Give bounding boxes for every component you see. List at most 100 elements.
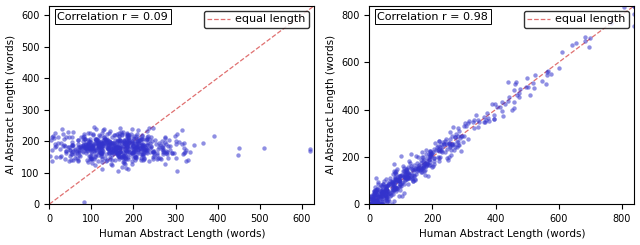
Point — [439, 142, 449, 146]
Point — [104, 143, 115, 147]
Point — [437, 146, 447, 149]
Point — [104, 151, 114, 155]
Point — [122, 145, 132, 149]
Point — [127, 141, 137, 145]
Point — [442, 156, 452, 160]
Point — [381, 195, 392, 198]
Point — [111, 149, 121, 153]
Point — [390, 177, 400, 181]
Point — [67, 150, 77, 154]
Point — [127, 162, 138, 166]
Point — [126, 132, 136, 136]
Point — [381, 188, 391, 192]
Point — [61, 149, 71, 153]
Point — [378, 182, 388, 186]
Point — [374, 194, 384, 198]
Point — [372, 202, 383, 206]
Point — [127, 140, 138, 144]
Point — [145, 147, 155, 150]
Point — [381, 196, 391, 200]
Point — [381, 194, 392, 198]
Point — [422, 160, 433, 164]
Point — [155, 156, 165, 160]
Point — [96, 151, 106, 155]
Point — [385, 194, 396, 198]
Point — [96, 146, 106, 149]
Point — [392, 178, 403, 182]
Point — [393, 178, 403, 182]
Point — [114, 143, 124, 147]
Point — [372, 199, 382, 203]
Point — [116, 141, 127, 145]
Point — [104, 146, 114, 150]
Point — [113, 138, 124, 142]
Point — [430, 141, 440, 145]
Point — [409, 173, 419, 177]
Point — [376, 194, 387, 198]
Point — [136, 158, 146, 162]
Point — [79, 200, 90, 204]
Point — [85, 143, 95, 147]
Point — [447, 125, 458, 129]
Point — [107, 153, 117, 157]
Point — [47, 134, 58, 138]
Point — [139, 156, 149, 160]
Point — [167, 151, 177, 155]
Point — [84, 137, 95, 141]
Point — [399, 172, 410, 175]
Point — [417, 150, 428, 154]
Point — [408, 179, 418, 183]
Point — [527, 81, 538, 85]
Point — [392, 167, 402, 171]
Point — [77, 146, 87, 150]
Point — [142, 137, 152, 141]
Point — [130, 155, 140, 159]
Point — [572, 41, 582, 45]
Point — [495, 105, 505, 109]
Point — [415, 168, 425, 172]
Point — [449, 135, 460, 139]
Point — [372, 201, 382, 205]
Point — [440, 137, 451, 141]
Point — [124, 141, 134, 145]
Point — [114, 158, 124, 161]
Point — [117, 154, 127, 158]
Point — [110, 144, 120, 148]
Point — [136, 145, 147, 149]
Point — [447, 142, 458, 146]
Point — [497, 100, 507, 104]
Point — [434, 139, 444, 143]
Point — [369, 189, 380, 193]
Point — [364, 202, 374, 206]
Point — [400, 173, 410, 177]
Point — [113, 134, 124, 137]
Point — [472, 118, 483, 122]
Point — [112, 132, 122, 136]
Point — [406, 173, 417, 177]
Point — [138, 154, 148, 158]
Point — [116, 155, 127, 159]
Point — [74, 143, 84, 147]
Point — [52, 135, 63, 139]
Point — [97, 141, 108, 145]
Point — [67, 152, 77, 156]
Point — [418, 165, 428, 169]
Point — [113, 150, 124, 154]
Point — [173, 140, 184, 144]
Point — [86, 157, 97, 161]
Point — [429, 162, 439, 166]
Point — [468, 120, 478, 124]
Point — [420, 161, 431, 165]
Point — [67, 143, 77, 147]
Point — [146, 145, 156, 149]
Point — [95, 150, 105, 154]
Point — [523, 85, 533, 88]
Point — [374, 192, 385, 196]
Point — [102, 138, 112, 142]
Point — [74, 150, 84, 154]
Point — [113, 152, 124, 156]
Point — [99, 135, 109, 139]
Point — [372, 202, 383, 206]
Point — [372, 198, 382, 202]
Point — [136, 143, 147, 147]
